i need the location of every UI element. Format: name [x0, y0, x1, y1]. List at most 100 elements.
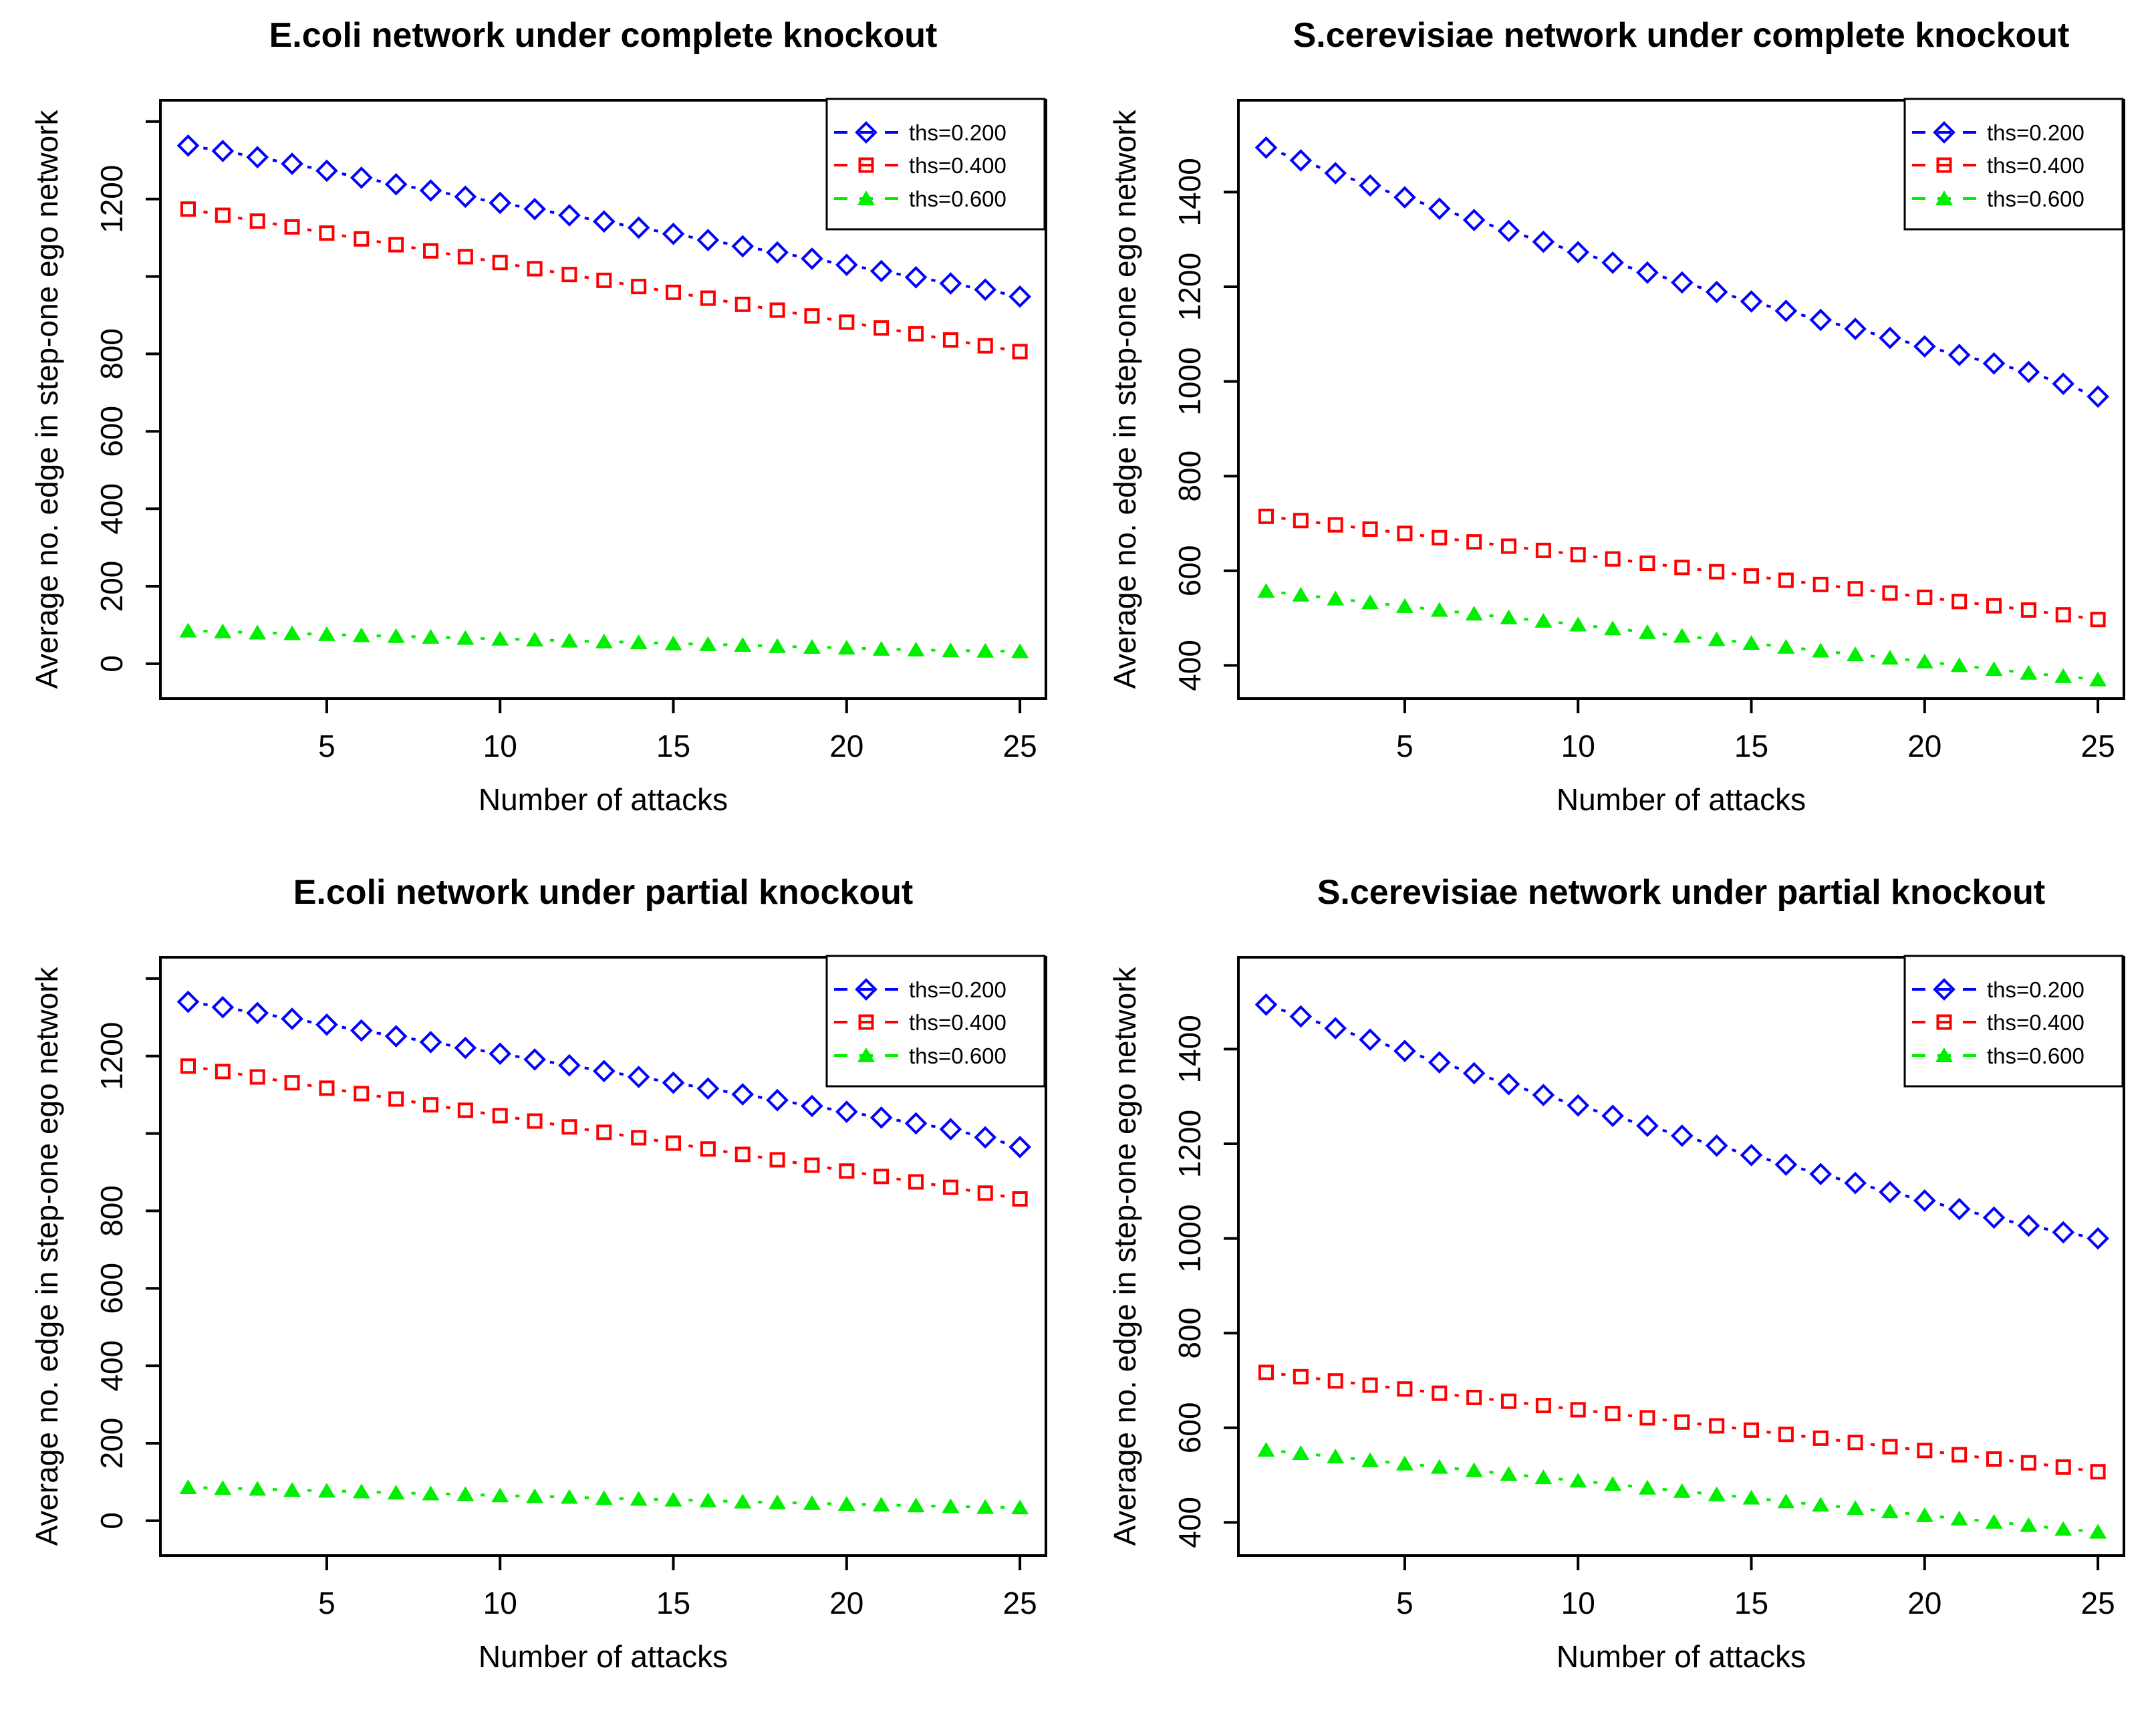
series-marker [977, 1185, 993, 1201]
y-tick-label: 600 [1172, 1402, 1207, 1453]
series-dash [1627, 628, 1633, 632]
series-marker [1289, 1005, 1313, 1028]
series-dash [1939, 1203, 1945, 1207]
y-tick-label: 600 [1172, 545, 1207, 596]
series-marker [974, 1126, 997, 1149]
series-dash [965, 341, 970, 345]
series-marker [419, 1031, 442, 1054]
series-marker [666, 1135, 682, 1151]
series-marker [1847, 1500, 1865, 1515]
x-tick-label: 15 [1734, 1586, 1768, 1620]
series-marker [1395, 1455, 1413, 1471]
series-dash [1558, 245, 1563, 249]
series-dash [2078, 615, 2083, 619]
y-tick-label: 800 [94, 328, 129, 380]
series-dash [861, 266, 867, 270]
series-marker [666, 284, 682, 300]
series-marker [1742, 1489, 1760, 1505]
series-marker [873, 1169, 890, 1185]
series-marker [1497, 219, 1520, 243]
series-marker [1501, 1393, 1517, 1409]
series-dash [2008, 366, 2014, 370]
series-marker [350, 1019, 373, 1042]
series-marker [1950, 657, 1968, 672]
series-dash [861, 1172, 867, 1176]
series-dash [307, 165, 312, 169]
plot-scerevisiae-complete-knockout: S.cerevisiae network under complete knoc… [1078, 0, 2156, 857]
series-marker [492, 1108, 508, 1124]
series-marker [1881, 650, 1899, 665]
series-marker [1708, 1486, 1726, 1501]
series-marker [835, 1100, 858, 1123]
series-marker [1012, 344, 1028, 360]
series-marker [873, 320, 890, 336]
series-dash [1835, 650, 1841, 654]
series-marker [1709, 564, 1725, 580]
series-marker [734, 637, 752, 652]
series-marker [1432, 1385, 1448, 1401]
series-marker [769, 1152, 785, 1168]
series-marker [1847, 646, 1865, 662]
plot-title: E.coli network under complete knockout [269, 16, 938, 55]
series-dash [1905, 340, 1910, 344]
legend-marker [1935, 1048, 1953, 1062]
series-dash [792, 253, 797, 257]
legend-marker [1935, 191, 1953, 205]
y-tick-label: 200 [94, 1418, 129, 1469]
y-tick-label: 0 [94, 655, 129, 672]
series-marker [246, 1001, 269, 1025]
series-marker [456, 1486, 475, 1501]
plot-svg-ecoli-partial: E.coli network under partial knockout 5 10… [29, 873, 1047, 1674]
series-marker [454, 185, 477, 209]
series-dash [1800, 1167, 1806, 1171]
series-marker [835, 253, 858, 277]
series-dash [1350, 177, 1355, 182]
series-dash [896, 329, 902, 333]
y-tick-label: 400 [94, 1340, 129, 1392]
series-dash [792, 1101, 797, 1105]
series-dash [1385, 1460, 1390, 1464]
series-dash [376, 179, 382, 183]
series-marker [631, 1130, 647, 1146]
series-dash [1420, 201, 1425, 205]
series-marker [1674, 560, 1690, 576]
plot-ecoli-partial-knockout: E.coli network under partial knockout 5 10… [0, 857, 1078, 1714]
series-marker [939, 272, 962, 295]
series-dash [1523, 1088, 1529, 1092]
series-marker [457, 1102, 473, 1118]
series-marker [1740, 290, 1763, 313]
series-dash [2078, 676, 2083, 680]
legend-marker [858, 157, 874, 173]
x-tick-label: 20 [1907, 1586, 1941, 1620]
series-marker [1432, 529, 1448, 545]
series-dash [827, 260, 832, 264]
series-marker [1670, 1124, 1694, 1147]
y-tick-label: 800 [94, 1185, 129, 1237]
series-marker [1879, 1181, 1901, 1204]
series-marker [1008, 285, 1031, 308]
series-marker [1570, 1402, 1586, 1418]
series-dash [342, 1025, 347, 1029]
series-marker [1638, 1479, 1656, 1495]
series-dash [1385, 189, 1390, 194]
series-marker [1777, 638, 1795, 654]
series-dash [1420, 1054, 1425, 1059]
series-dash [1558, 621, 1563, 625]
series-marker [1947, 344, 1971, 366]
series-marker [1569, 616, 1587, 632]
series-dash [1974, 357, 1980, 362]
series-marker [1913, 335, 1936, 358]
series-dash [237, 216, 243, 220]
series-marker [1361, 594, 1379, 610]
series-marker [2020, 1455, 2036, 1471]
series-marker [801, 247, 823, 270]
series-dash [1385, 602, 1390, 606]
series-dash [757, 305, 763, 310]
series-marker [977, 338, 993, 354]
series-marker [1359, 1028, 1381, 1052]
legend-marker [857, 1048, 875, 1062]
series-dash [446, 1106, 450, 1110]
series-marker [179, 622, 197, 638]
series-dash [1558, 551, 1563, 554]
series-marker [1950, 1510, 1968, 1525]
